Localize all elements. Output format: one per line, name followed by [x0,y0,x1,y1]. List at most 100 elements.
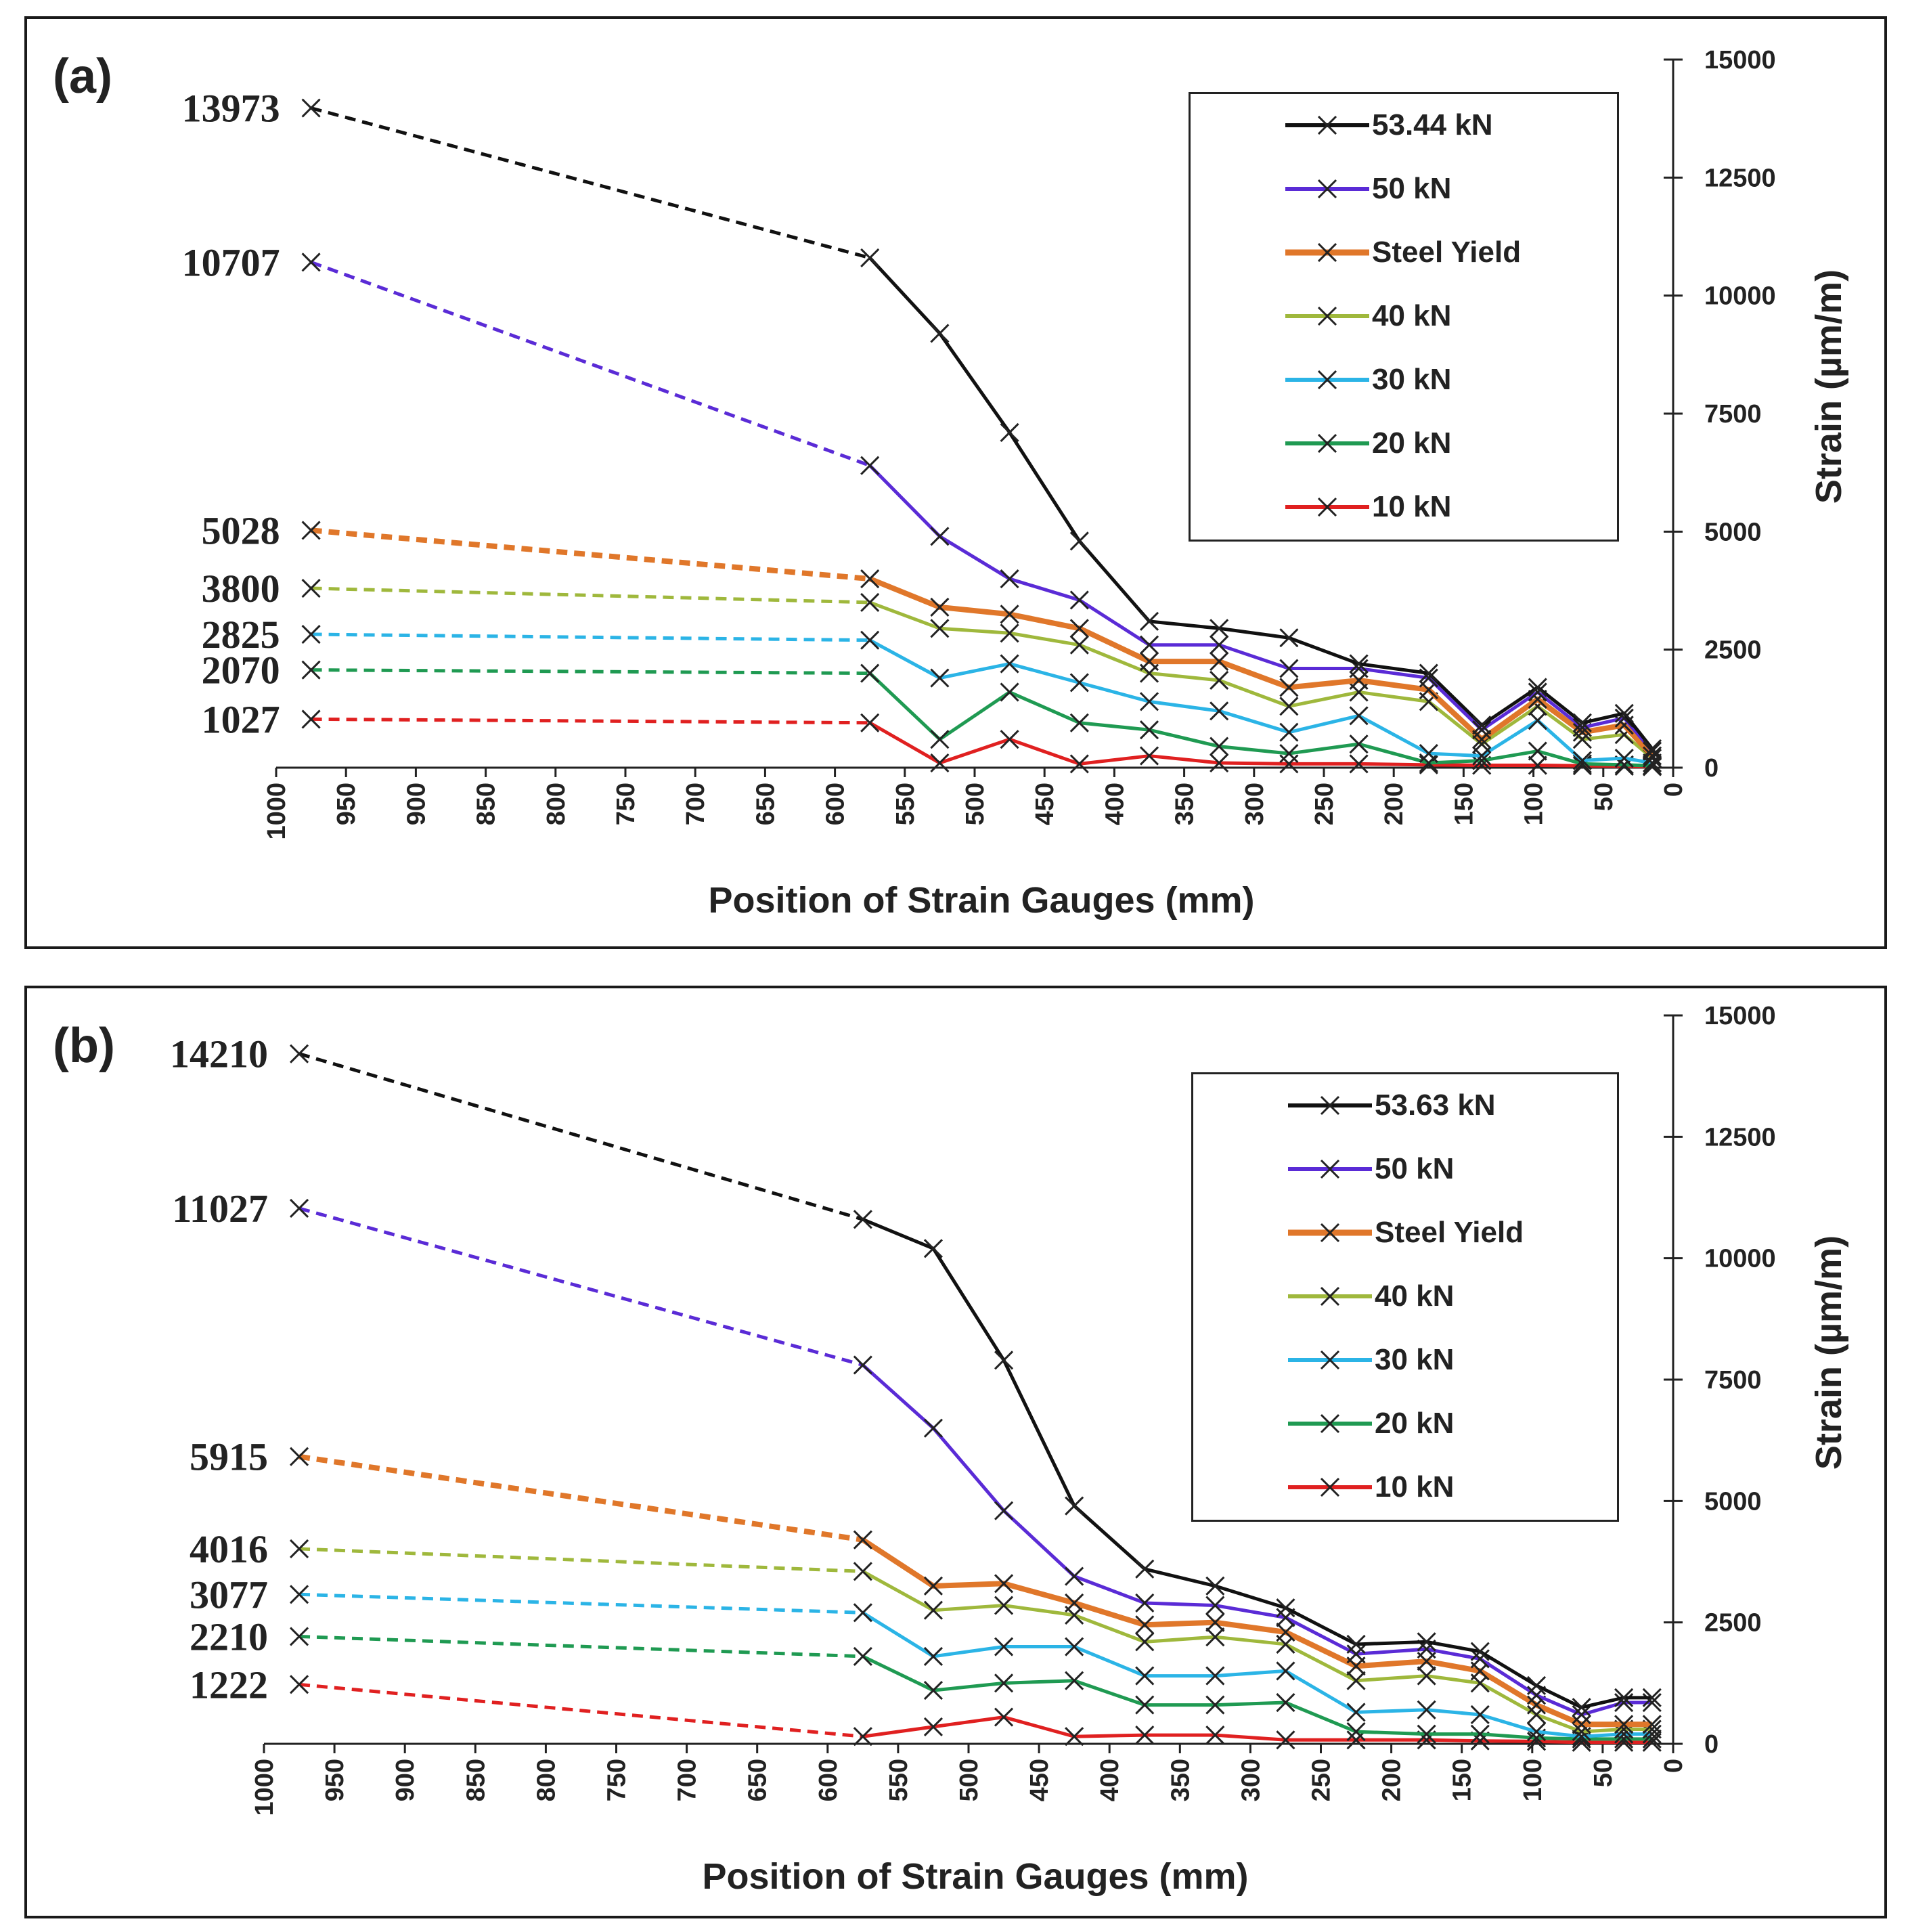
data-point [1139,611,1159,631]
panel-label: (a) [53,49,112,104]
series-50-kn: 11027 [172,1187,1662,1725]
y-axis-title: Strain (µm/m) [1809,1235,1849,1470]
legend-label: Steel Yield [1375,1216,1524,1249]
legend-swatch [1285,242,1369,263]
data-point [930,730,950,749]
legend-item: 10 kN [1285,487,1451,527]
start-value-label: 1027 [202,697,280,741]
data-point [1346,1671,1366,1690]
x-tick-label: 400 [1101,783,1129,825]
data-point [1472,730,1492,749]
data-point [923,1681,944,1700]
series-line [862,1715,1652,1744]
start-value-label: 2070 [202,649,280,693]
data-point [1346,1644,1366,1664]
legend-label: 10 kN [1372,490,1452,523]
legend-swatch [1285,115,1369,135]
data-point [1642,1688,1662,1707]
start-value-label: 4016 [190,1527,268,1571]
start-value-label: 5028 [202,508,280,552]
data-point [301,624,321,644]
legend-item: 53.44 kN [1285,105,1493,146]
series-30-kn: 2825 [202,613,1662,773]
data-point [1276,1730,1295,1750]
data-point [860,569,880,589]
data-point [289,1627,309,1646]
legend-swatch [1285,370,1369,390]
start-value-label: 3800 [202,567,280,611]
y-tick-label: 5000 [1704,1487,1762,1516]
legend-marker [1320,1350,1340,1370]
x-tick-label: 450 [1031,783,1059,825]
data-point [1572,754,1592,774]
data-point [853,1210,872,1229]
data-point [1346,1703,1366,1722]
data-point [1000,569,1019,589]
start-value-label: 2210 [190,1615,268,1659]
data-point [1000,730,1019,749]
data-point [1614,703,1634,723]
legend-label: 50 kN [1375,1152,1455,1185]
data-point [1346,1634,1366,1654]
series-line [862,1363,1652,1717]
x-tick-label: 1000 [250,1759,279,1816]
y-tick-label: 15000 [1704,1002,1776,1030]
dashed-segment [298,1547,863,1573]
dashed-segment [311,527,870,582]
legend-item: 40 kN [1285,296,1451,336]
x-tick-label: 150 [1450,783,1478,825]
x-tick-label: 600 [822,783,850,825]
data-point [1135,1666,1155,1686]
x-tick-label: 300 [1237,1759,1265,1801]
data-point [923,1239,944,1258]
data-point [1205,1726,1225,1745]
data-point [289,1447,309,1466]
dashed-segment [298,1634,863,1659]
data-point [1572,1729,1591,1749]
x-tick-label: 100 [1520,783,1549,825]
x-tick-label: 950 [321,1759,349,1801]
data-point [1349,654,1369,674]
data-point [1614,1688,1634,1707]
data-point [994,1637,1014,1656]
data-point [1572,751,1592,770]
data-point [1572,1705,1591,1725]
data-point [1000,654,1019,674]
data-point [1276,1692,1295,1713]
data-point [1349,706,1369,726]
series-line [862,1611,1652,1738]
legend-marker [1320,1286,1340,1307]
x-tick-label: 800 [542,783,571,825]
legend-marker [1317,115,1337,135]
legend-item: 53.63 kN [1288,1085,1496,1126]
data-point [860,663,880,683]
data-point [301,253,321,272]
x-axis-title: Position of Strain Gauges (mm) [708,880,1254,921]
data-point [301,98,321,118]
legend-item: 20 kN [1288,1403,1454,1444]
legend-marker [1320,1413,1340,1434]
legend-marker [1320,1477,1340,1497]
x-tick-label: 800 [532,1759,560,1801]
legend-marker [1317,306,1337,326]
x-tick-label: 0 [1660,1759,1688,1773]
data-point [289,1585,309,1604]
data-point [930,668,950,688]
legend-marker [1317,433,1337,454]
legend-marker [1317,370,1337,390]
data-point [1642,739,1662,759]
legend-label: Steel Yield [1372,236,1522,269]
data-point [923,1576,944,1596]
data-point [1210,619,1229,638]
legend-item: 20 kN [1285,423,1451,464]
data-point [1470,1642,1490,1661]
data-point [1065,1496,1084,1516]
data-point [1528,682,1547,702]
data-point [1419,744,1438,764]
x-tick-label: 150 [1448,1759,1477,1801]
series-line [868,672,1653,768]
legend-label: 50 kN [1372,172,1452,205]
y-tick-label: 0 [1704,1730,1718,1759]
data-point [1346,1730,1366,1750]
start-value-label: 3077 [190,1573,268,1617]
